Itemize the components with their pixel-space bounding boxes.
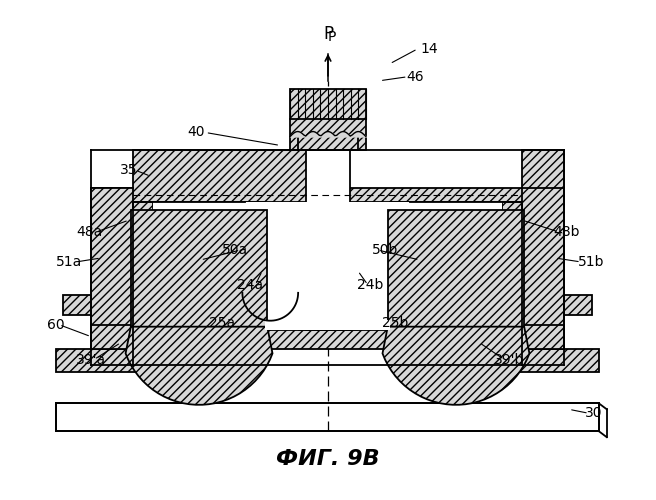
Polygon shape — [564, 295, 592, 314]
Bar — [56, 404, 599, 431]
Bar — [153, 202, 245, 330]
Text: 39'b: 39'b — [494, 352, 524, 366]
Polygon shape — [390, 202, 409, 348]
Text: 14: 14 — [420, 42, 438, 56]
Bar — [409, 202, 502, 330]
Text: 35: 35 — [120, 164, 138, 177]
Bar — [306, 150, 350, 330]
Text: 60: 60 — [47, 318, 65, 332]
Text: P: P — [328, 30, 336, 44]
Bar — [298, 136, 358, 150]
Polygon shape — [133, 202, 153, 334]
Text: 40: 40 — [187, 126, 204, 140]
Polygon shape — [91, 324, 153, 348]
Text: 30: 30 — [585, 406, 603, 420]
Text: 48b: 48b — [554, 225, 581, 239]
Polygon shape — [131, 210, 267, 326]
Text: 51a: 51a — [56, 255, 82, 269]
Text: 50b: 50b — [371, 243, 398, 257]
Polygon shape — [328, 150, 564, 202]
Polygon shape — [125, 326, 272, 405]
Polygon shape — [245, 330, 409, 348]
Polygon shape — [91, 150, 328, 202]
Text: 48a: 48a — [76, 225, 102, 239]
Text: 25b: 25b — [382, 316, 408, 330]
Text: 25a: 25a — [209, 316, 236, 330]
Polygon shape — [63, 295, 91, 314]
Text: 46: 46 — [406, 70, 423, 84]
Polygon shape — [56, 348, 143, 372]
Polygon shape — [388, 210, 524, 326]
Text: 39'a: 39'a — [76, 352, 106, 366]
Polygon shape — [502, 324, 564, 348]
Polygon shape — [91, 188, 133, 364]
Polygon shape — [522, 188, 564, 364]
Text: 50a: 50a — [222, 243, 249, 257]
Text: 24b: 24b — [357, 278, 383, 292]
Text: ФИГ. 9В: ФИГ. 9В — [276, 449, 380, 469]
Text: 24a: 24a — [237, 278, 264, 292]
Polygon shape — [298, 314, 358, 330]
Polygon shape — [502, 202, 522, 334]
Polygon shape — [512, 348, 599, 372]
Text: 51b: 51b — [578, 255, 604, 269]
Bar — [290, 88, 366, 150]
Bar — [265, 320, 390, 330]
Text: P: P — [323, 25, 333, 43]
Polygon shape — [382, 326, 529, 405]
Polygon shape — [245, 202, 265, 348]
Bar — [153, 202, 502, 330]
